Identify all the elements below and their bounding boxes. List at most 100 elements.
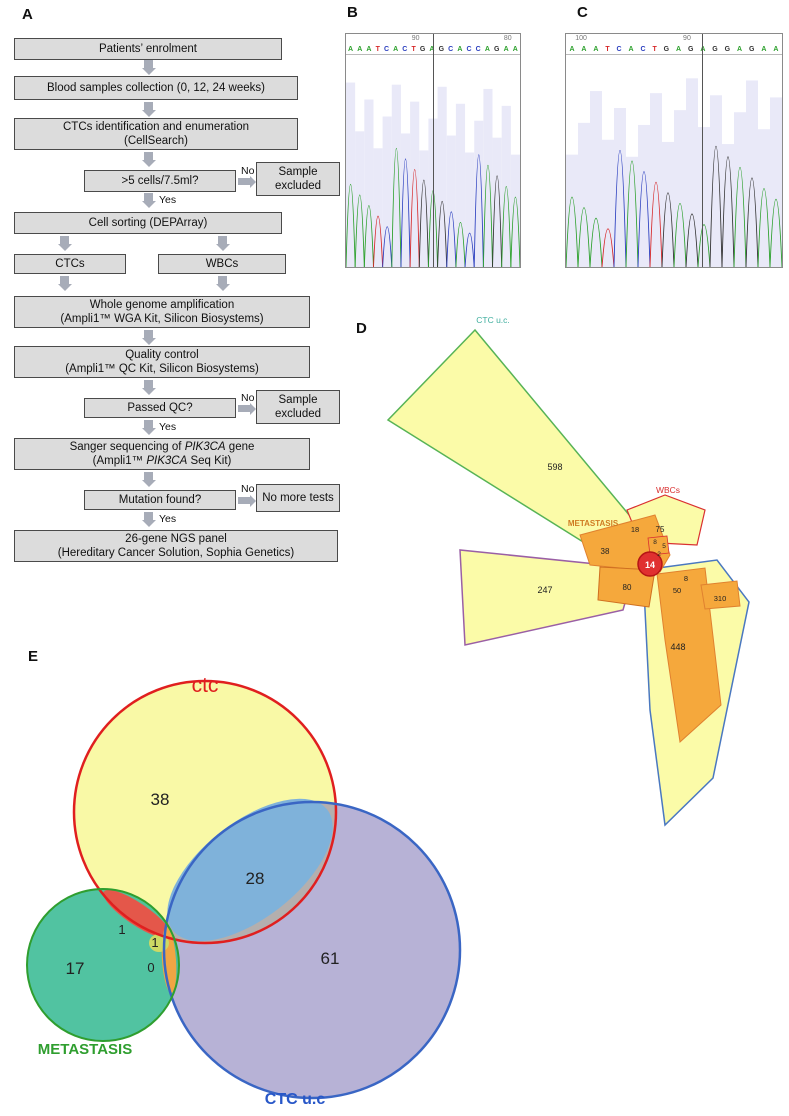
trace-area — [566, 55, 782, 267]
flow-decision-mutation-label: Mutation found? — [118, 493, 202, 506]
set-label-ctc-uc: CTC u.c. — [476, 315, 510, 325]
count-8a: 8 — [653, 539, 657, 546]
flow-box-ngs: 26-gene NGS panel (Hereditary Cancer Sol… — [14, 530, 338, 562]
venn-ctc-outline — [72, 679, 338, 945]
down-arrow-icon — [144, 380, 153, 388]
down-arrow-icon — [218, 276, 227, 284]
flow-box-sanger-line1: Sanger sequencing of PIK3CA gene — [70, 440, 255, 454]
right-arrow-icon — [238, 178, 250, 185]
down-arrow-icon — [144, 193, 153, 201]
count-5: 5 — [662, 543, 666, 550]
region-448-inner-orange — [656, 567, 722, 743]
panel-e-venn: 38 28 1 1 0 17 61 ctc METASTASIS CTC u.c — [26, 674, 462, 1108]
panel-c-chromatogram: 100 90 AAATCACTGAGAGGAGAA — [565, 33, 783, 268]
base-letter: G — [712, 45, 718, 53]
down-arrow-icon — [144, 152, 153, 160]
base-letter: A — [628, 45, 634, 53]
down-arrow-icon — [144, 102, 153, 110]
base-letter: G — [419, 45, 426, 53]
count-met-ctcuc: 0 — [147, 960, 154, 975]
no-label: No — [241, 392, 255, 404]
base-letter: C — [402, 45, 408, 53]
region-310-orange — [700, 580, 741, 610]
count-75: 75 — [656, 525, 665, 534]
flow-box-wga-line1: Whole genome amplification — [89, 298, 235, 311]
panel-a-flowchart: Patients’ enrolment Blood samples collec… — [6, 34, 342, 568]
base-letter: C — [448, 45, 454, 53]
flow-box-sorting: Cell sorting (DEPArray) — [14, 212, 282, 234]
base-letter: A — [393, 45, 399, 53]
region-14-red-center — [637, 551, 663, 577]
base-letter: G — [494, 45, 500, 53]
region-80-orange — [597, 566, 656, 608]
flow-box-qc-line1: Quality control — [125, 348, 199, 361]
flow-box-enrolment-label: Patients’ enrolment — [98, 42, 197, 55]
chromatogram-ruler: 90 80 — [346, 34, 520, 44]
no-label: No — [241, 483, 255, 495]
base-letter: C — [383, 45, 390, 53]
flow-box-sanger-line2: (Ampli1™ PIK3CA Seq Kit) — [93, 454, 232, 468]
base-letter: A — [457, 45, 463, 53]
set-label-metastasis: METASTASIS — [568, 519, 619, 528]
base-letter: A — [737, 45, 743, 53]
base-letter: G — [748, 45, 755, 53]
flow-box-ctcs: CTCs — [14, 254, 126, 274]
down-arrow-icon — [218, 236, 227, 244]
panel-label-d: D — [356, 320, 367, 337]
sample-excluded-label: Sample excluded — [274, 393, 322, 420]
count-448: 448 — [670, 642, 685, 652]
venn-ctcuc-outline — [162, 800, 462, 1100]
down-arrow-icon — [144, 60, 153, 68]
venn-label-metastasis: METASTASIS — [38, 1041, 132, 1058]
venn-lens-ctc-ctcuc — [167, 798, 333, 942]
yes-label: Yes — [159, 421, 177, 433]
panel-label-c: C — [577, 4, 588, 21]
base-letter: C — [640, 45, 646, 53]
flow-decision-passed-qc-label: Passed QC? — [127, 401, 193, 414]
down-arrow-icon — [60, 236, 69, 244]
base-letter: G — [687, 45, 694, 53]
right-arrow-icon — [238, 405, 250, 412]
base-letter: G — [663, 45, 670, 53]
flow-box-sample-excluded-2: Sample excluded — [256, 390, 340, 424]
count-ctc-ctcuc: 28 — [246, 869, 265, 888]
no-more-tests-label: No more tests — [262, 491, 334, 504]
flow-box-blood: Blood samples collection (0, 12, 24 week… — [14, 76, 298, 100]
cursor-line — [702, 34, 704, 267]
base-letter: C — [475, 45, 481, 53]
flow-box-ctcs-label: CTCs — [55, 257, 85, 270]
ruler-tick: 90 — [683, 35, 691, 42]
venn-met-outline — [26, 888, 180, 1042]
base-letter: A — [512, 45, 518, 53]
count-met-only: 17 — [66, 959, 85, 978]
count-ctc-only: 38 — [151, 790, 170, 809]
flow-box-sorting-label: Cell sorting (DEPArray) — [88, 216, 208, 229]
base-letter: T — [375, 45, 380, 53]
gene-name: PIK3CA — [146, 455, 188, 467]
base-letter: C — [616, 45, 622, 53]
count-80: 80 — [623, 583, 632, 592]
kit-pre: (Ampli1™ — [92, 455, 147, 467]
base-letter: A — [357, 45, 363, 53]
flow-box-no-more-tests: No more tests — [256, 484, 340, 512]
flow-box-sanger: Sanger sequencing of PIK3CA gene (Ampli1… — [14, 438, 310, 470]
base-letter: A — [581, 45, 587, 53]
base-letter: A — [569, 45, 575, 53]
flow-box-wga: Whole genome amplification (Ampli1™ WGA … — [14, 296, 310, 328]
down-arrow-icon — [144, 472, 153, 480]
flow-decision-cells-label: >5 cells/7.5ml? — [121, 174, 199, 187]
count-ctc-met: 1 — [118, 922, 125, 937]
flow-box-ctc-id-line2: (CellSearch) — [124, 135, 188, 147]
base-letter: G — [724, 45, 731, 53]
flow-box-ngs-line1: 26-gene NGS panel — [125, 532, 227, 545]
base-letter: G — [438, 45, 445, 53]
flow-decision-passed-qc: Passed QC? — [84, 398, 236, 418]
base-letter: A — [484, 45, 490, 53]
base-letter: T — [652, 45, 657, 53]
flow-box-wbcs-label: WBCs — [205, 257, 239, 270]
sample-excluded-label: Sample excluded — [274, 165, 322, 192]
count-ctcuc-only: 61 — [321, 949, 340, 968]
ruler-tick: 80 — [503, 35, 512, 42]
count-247: 247 — [537, 585, 552, 595]
